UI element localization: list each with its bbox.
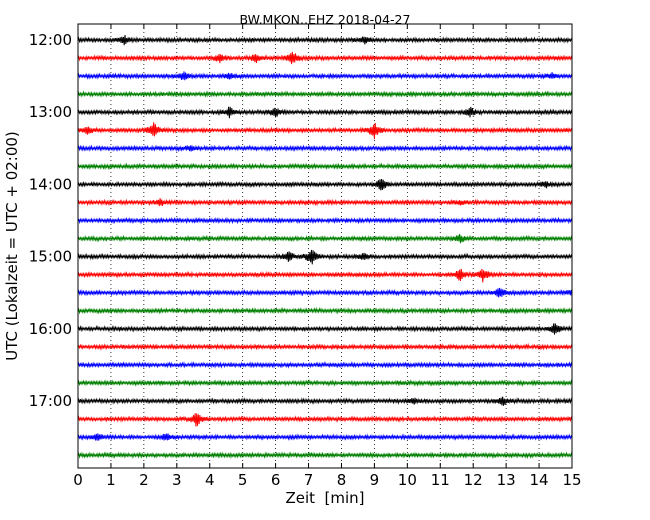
y-tick-label: 17:00: [29, 392, 72, 410]
seismic-trace: [77, 396, 573, 406]
plot-frame: [77, 23, 573, 469]
y-tick-label: 16:00: [29, 320, 72, 338]
seismic-trace: [77, 249, 573, 265]
seismic-trace: [77, 90, 573, 99]
seismic-trace: [77, 144, 573, 153]
x-axis-label: Zeit [min]: [285, 489, 364, 507]
seismic-trace: [77, 216, 573, 225]
x-tick-label: 8: [337, 471, 347, 489]
y-axis-ticks: 12:00 13:00 14:00 15:00 16:00 17:00: [29, 31, 572, 410]
y-tick-label: 14:00: [29, 175, 72, 193]
x-tick-label: 0: [73, 471, 83, 489]
x-tick-label: 2: [139, 471, 149, 489]
y-tick-label: 15:00: [29, 248, 72, 266]
x-tick-label: 14: [530, 471, 549, 489]
x-tick-label: 10: [398, 471, 417, 489]
x-tick-label: 9: [370, 471, 380, 489]
seismic-trace: [77, 268, 573, 283]
x-tick-label: 12: [464, 471, 483, 489]
x-tick-label: 6: [271, 471, 281, 489]
y-axis-label: UTC (Lokalzeit = UTC + 02:00): [3, 131, 21, 361]
seismic-trace: [77, 122, 573, 140]
seismic-trace: [77, 379, 573, 387]
seismic-trace: [77, 306, 573, 315]
chart-title: BW.MKON..EHZ 2018-04-27: [240, 12, 411, 27]
seismic-trace: [77, 342, 573, 351]
seismic-trace: [77, 287, 573, 298]
x-tick-label: 3: [172, 471, 182, 489]
seismic-trace: [77, 179, 573, 191]
trace-group: [77, 35, 573, 460]
seismic-trace: [77, 162, 573, 171]
seismic-trace: [77, 71, 573, 81]
seismic-trace: [77, 323, 573, 335]
seismic-trace: [77, 413, 573, 427]
x-tick-label: 1: [106, 471, 116, 489]
x-tick-label: 13: [497, 471, 516, 489]
seismic-trace: [77, 433, 573, 441]
x-axis-ticks: 0 1 2 3 4 5 6 7 8 9 10 11 12 13 14 15: [73, 24, 582, 489]
seismic-trace: [77, 451, 573, 460]
seismic-trace: [77, 198, 573, 207]
seismic-trace: [77, 106, 573, 119]
y-tick-label: 13:00: [29, 103, 72, 121]
seismic-trace: [77, 361, 573, 369]
x-tick-label: 5: [238, 471, 248, 489]
y-tick-label: 12:00: [29, 31, 72, 49]
seismic-trace: [77, 51, 573, 65]
seismic-trace: [77, 35, 573, 46]
x-tick-label: 7: [304, 471, 314, 489]
x-tick-label: 4: [205, 471, 215, 489]
seismic-trace: [77, 233, 573, 244]
x-tick-label: 15: [562, 471, 581, 489]
x-tick-label: 11: [431, 471, 450, 489]
